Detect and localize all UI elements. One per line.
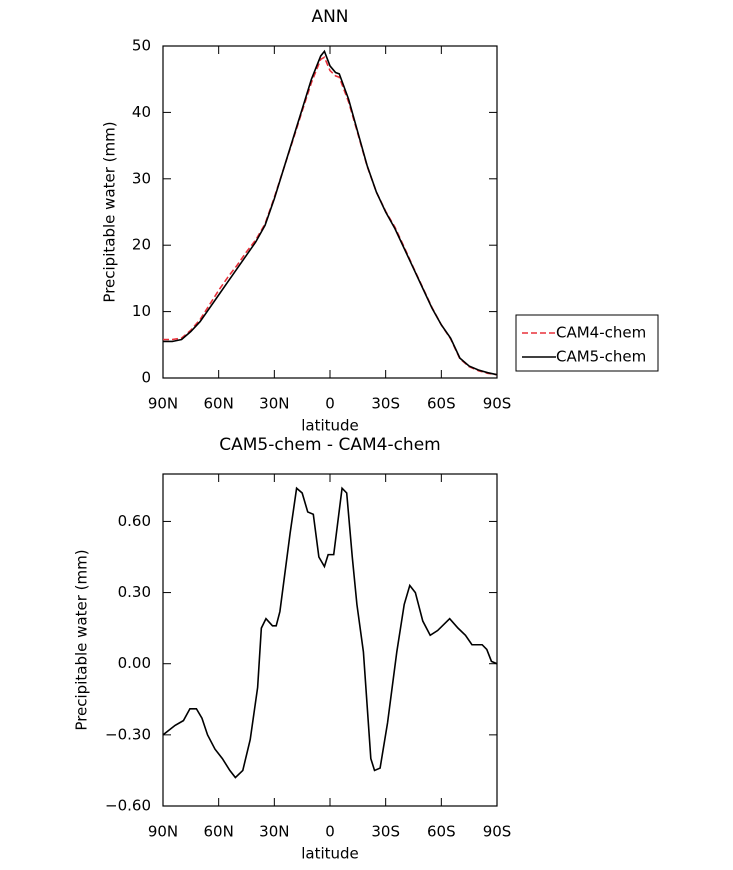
- x-tick-label: 90N: [148, 395, 178, 413]
- y-tick-label: −0.60: [105, 797, 151, 815]
- x-tick-label: 0: [325, 823, 335, 841]
- y-tick-label: 40: [132, 103, 151, 121]
- x-tick-label: 30S: [371, 823, 400, 841]
- y-tick-label: 0.30: [118, 583, 151, 601]
- y-tick-label: 0.00: [118, 654, 151, 672]
- plot-frame: [162, 45, 498, 379]
- legend-label: CAM5-chem: [556, 348, 646, 366]
- data-line: [162, 486, 498, 779]
- y-tick-label: 50: [132, 37, 151, 55]
- y-tick-label: 0: [141, 369, 151, 387]
- y-tick-label: 0.60: [118, 512, 151, 530]
- y-tick-label: 30: [132, 169, 151, 187]
- x-axis-label: latitude: [301, 845, 359, 863]
- chart-title: CAM5-chem - CAM4-chem: [219, 435, 440, 455]
- chart-title: ANN: [311, 7, 348, 27]
- x-tick-label: 30S: [371, 395, 400, 413]
- x-tick-label: 30N: [259, 823, 289, 841]
- y-axis-label: Precipitable water (mm): [73, 549, 91, 730]
- x-tick-label: 90N: [148, 823, 178, 841]
- x-tick-label: 60N: [204, 823, 234, 841]
- x-axis-label: latitude: [301, 417, 359, 435]
- x-tick-label: 0: [325, 395, 335, 413]
- y-axis-label: Precipitable water (mm): [101, 121, 119, 302]
- x-tick-label: 60S: [427, 823, 456, 841]
- data-line: [163, 56, 498, 376]
- legend-box: [515, 314, 659, 372]
- x-tick-label: 60S: [427, 395, 456, 413]
- y-tick-label: 10: [132, 302, 151, 320]
- x-tick-label: 60N: [204, 395, 234, 413]
- x-tick-label: 90S: [483, 823, 512, 841]
- plot-frame: [162, 473, 498, 807]
- x-tick-label: 90S: [483, 395, 512, 413]
- data-line: [163, 49, 498, 376]
- x-tick-label: 30N: [259, 395, 289, 413]
- y-tick-label: 20: [132, 236, 151, 254]
- legend-label: CAM4-chem: [556, 324, 646, 342]
- y-tick-label: −0.30: [105, 725, 151, 743]
